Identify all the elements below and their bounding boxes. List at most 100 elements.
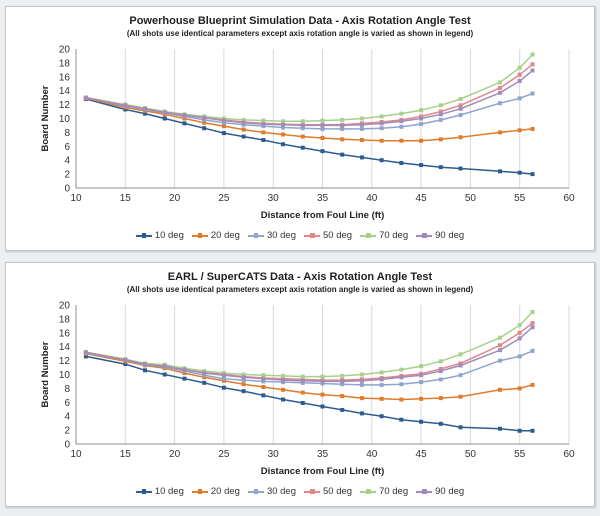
series-line	[85, 69, 533, 127]
chart-subtitle: (All shots use identical parameters exce…	[126, 29, 474, 38]
y-tick-label: 16	[59, 72, 71, 83]
data-point	[517, 72, 522, 77]
data-point	[419, 396, 424, 401]
chart-title: Powerhouse Blueprint Simulation Data - A…	[129, 15, 471, 27]
data-point	[241, 134, 246, 139]
data-point	[300, 390, 305, 395]
line-chart: 0 2 4 6 8 10 12 14 16 18 20 10 15 20 25 30 35 40 45 50 55 60 D…	[40, 45, 575, 222]
data-point	[320, 149, 325, 154]
data-point	[379, 396, 384, 401]
y-tick-label: 14	[59, 86, 71, 97]
series-line	[85, 98, 533, 175]
data-point	[497, 358, 502, 363]
y-tick-label: 0	[64, 440, 70, 451]
data-point	[162, 372, 167, 377]
legend-item: 70 deg	[360, 486, 408, 497]
data-point	[182, 371, 187, 376]
y-tick-label: 12	[59, 356, 71, 367]
data-point	[399, 160, 404, 165]
y-tick-label: 14	[59, 342, 71, 353]
data-point	[340, 379, 345, 384]
data-point	[182, 367, 187, 372]
y-tick-label: 8	[64, 128, 70, 139]
data-point	[202, 126, 207, 131]
data-point	[379, 126, 384, 131]
data-point	[281, 142, 286, 147]
y-tick-label: 12	[59, 100, 71, 111]
data-point	[517, 330, 522, 335]
data-point	[281, 378, 286, 383]
data-point	[517, 323, 522, 328]
data-point	[241, 378, 246, 383]
data-point	[438, 165, 443, 170]
data-point	[517, 170, 522, 175]
legend-swatch	[416, 232, 433, 240]
data-point	[320, 135, 325, 140]
data-point	[202, 375, 207, 380]
data-point	[221, 378, 226, 383]
legend-item: 70 deg	[360, 230, 408, 241]
line-chart: 0 2 4 6 8 10 12 14 16 18 20 10 15 20 25 30 35 40 45 50 55 60 D…	[40, 301, 575, 478]
data-point	[300, 380, 305, 385]
data-point	[359, 382, 364, 387]
data-point	[419, 122, 424, 127]
data-point	[438, 359, 443, 364]
data-point	[241, 375, 246, 380]
data-point	[359, 138, 364, 143]
data-point	[438, 369, 443, 374]
y-tick-label: 6	[64, 398, 70, 409]
data-point	[123, 357, 128, 362]
data-point	[517, 354, 522, 359]
data-point	[497, 348, 502, 353]
data-point	[261, 385, 266, 390]
data-point	[497, 169, 502, 174]
y-tick-label: 4	[64, 412, 70, 423]
data-point	[281, 387, 286, 392]
data-point	[320, 381, 325, 386]
data-point	[399, 375, 404, 380]
y-tick-label: 16	[59, 328, 71, 339]
data-point	[359, 411, 364, 416]
data-point	[143, 106, 148, 111]
data-point	[162, 364, 167, 369]
y-axis-title: Board Number	[40, 85, 51, 151]
data-point	[530, 68, 535, 73]
data-point	[241, 122, 246, 127]
data-point	[340, 126, 345, 131]
data-point	[320, 123, 325, 128]
data-point	[182, 116, 187, 121]
data-point	[340, 394, 345, 399]
data-point	[221, 116, 226, 121]
x-tick-label: 25	[218, 193, 230, 204]
data-point	[202, 380, 207, 385]
data-point	[221, 124, 226, 129]
legend-item: 10 deg	[135, 230, 184, 241]
data-point	[182, 121, 187, 126]
legend-swatch	[191, 232, 208, 240]
data-point	[530, 172, 535, 177]
data-point	[458, 103, 463, 108]
data-point	[438, 117, 443, 122]
series-line	[85, 355, 533, 432]
legend-swatch	[247, 488, 264, 496]
data-point	[320, 379, 325, 384]
x-tick-label: 30	[268, 449, 280, 460]
x-axis-title: Distance from Foul Line (ft)	[261, 466, 385, 477]
data-point	[261, 393, 266, 398]
data-point	[458, 425, 463, 430]
x-tick-label: 25	[218, 449, 230, 460]
data-point	[458, 113, 463, 118]
x-tick-label: 60	[563, 449, 575, 460]
data-point	[320, 374, 325, 379]
data-point	[143, 362, 148, 367]
legend-swatch	[191, 488, 208, 496]
data-point	[320, 392, 325, 397]
legend-label: 20 deg	[210, 230, 240, 241]
data-point	[300, 145, 305, 150]
y-tick-label: 10	[59, 370, 71, 381]
data-point	[458, 97, 463, 102]
data-point	[261, 118, 266, 123]
data-point	[517, 336, 522, 341]
data-point	[261, 124, 266, 129]
data-point	[340, 382, 345, 387]
